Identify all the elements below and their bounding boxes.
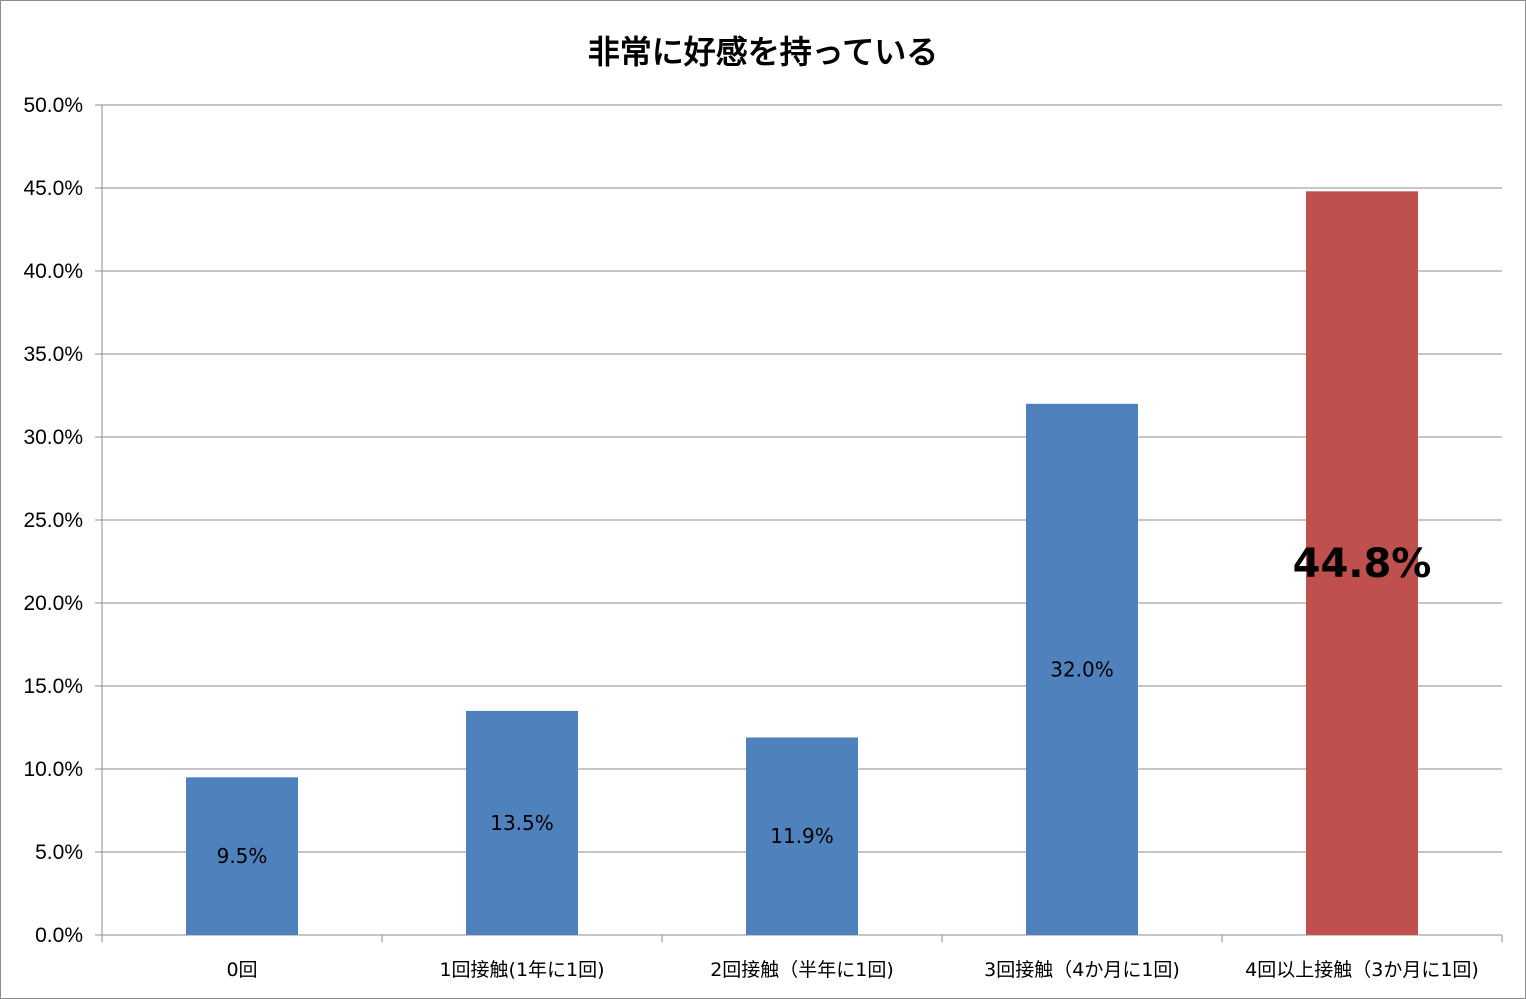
y-tick-label: 10.0% [23,758,83,781]
x-category-label: 3回接触（4か月に1回) [984,959,1180,981]
x-category-label: 4回以上接触（3か月に1回) [1245,959,1479,981]
bar [746,737,858,935]
data-label: 9.5% [217,844,268,868]
y-tick-label: 15.0% [23,675,83,698]
data-label: 13.5% [490,811,554,835]
bars [186,191,1418,935]
y-tick-label: 30.0% [23,426,83,449]
y-tick-label: 5.0% [35,841,83,864]
y-tick-label: 35.0% [23,343,83,366]
y-tick-label: 40.0% [23,260,83,283]
data-label: 32.0% [1050,657,1114,681]
y-tick-label: 50.0% [23,94,83,117]
axes: 0.0% 5.0% 10.0% 15.0% 20.0% 25.0% 30.0% 35.0% 40… [23,94,1503,981]
y-tick-label: 25.0% [23,509,83,532]
x-category-label: 1回接触(1年に1回) [439,959,604,981]
chart-title: 非常に好感を持っている [587,33,939,71]
x-category-label: 0回 [226,959,257,981]
data-label: 11.9% [770,824,834,848]
x-category-label: 2回接触（半年に1回) [710,959,894,981]
bar [186,777,298,935]
data-label: 44.8% [1293,541,1432,587]
y-tick-label: 45.0% [23,177,83,200]
y-tick-label: 0.0% [35,924,83,947]
y-tick-label: 20.0% [23,592,83,615]
data-labels: 9.5% 13.5% 11.9% 32.0% 44.8% [217,541,1432,868]
bar [1306,191,1418,935]
bar [1026,403,1138,935]
bar [466,710,578,935]
